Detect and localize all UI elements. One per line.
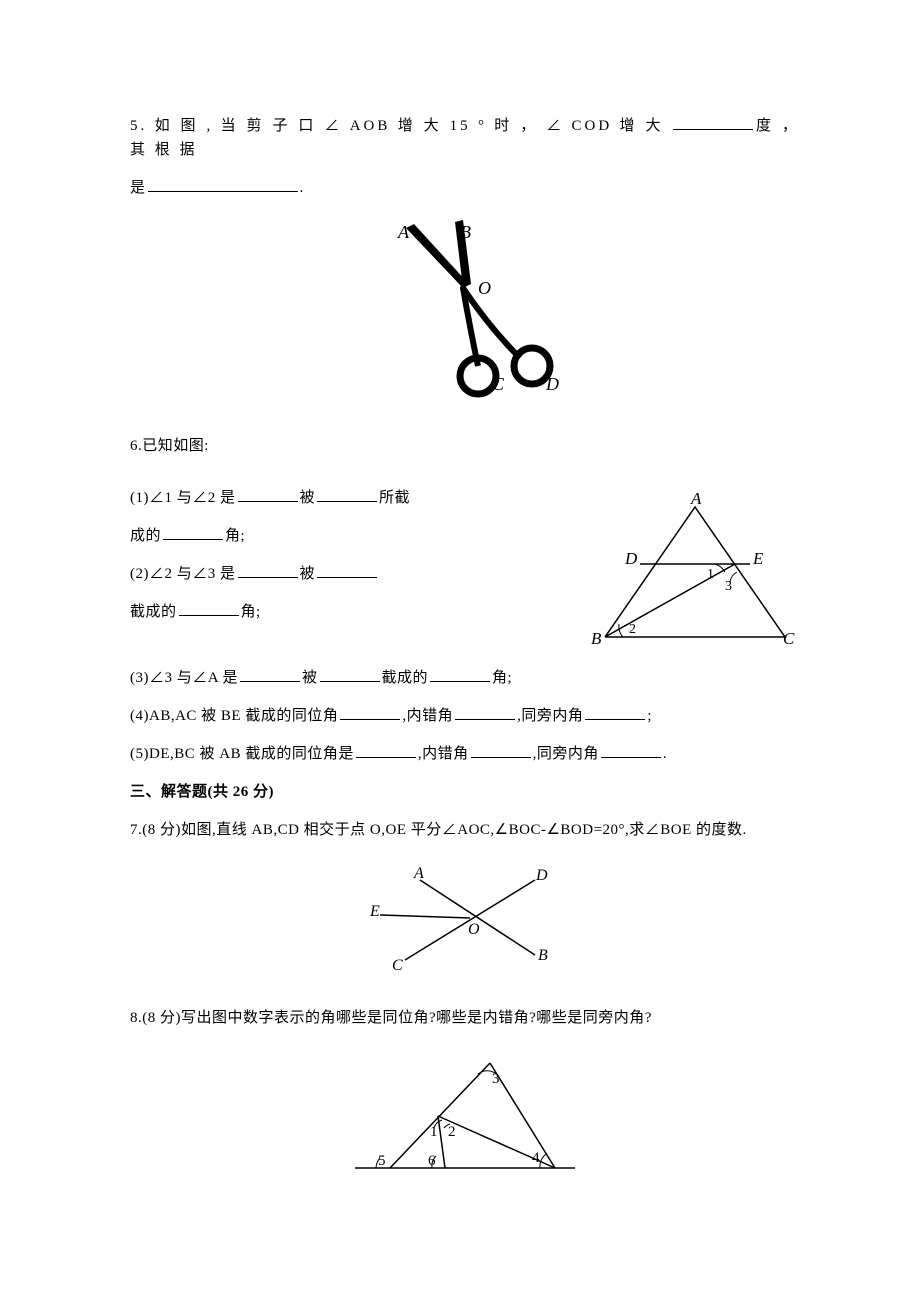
q6-p6: (4)AB,AC 被 BE 截成的同位角 ,内错角 ,同旁内角; <box>130 704 800 728</box>
q6-blank-7b <box>471 742 531 758</box>
lbl-2: 2 <box>629 622 636 637</box>
q6-blank-6a <box>340 704 400 720</box>
q6-p4-a: 截成的 <box>130 604 177 620</box>
q6-p4: 截成的 角; <box>130 600 550 624</box>
q8-6: 6 <box>428 1153 436 1169</box>
q6-leftcol: (1)∠1 与∠2 是被所截 成的角; (2)∠2 与∠3 是被 截成的角; <box>130 472 550 638</box>
lbl-A: A <box>690 492 702 508</box>
q6-p2-b: 角; <box>225 528 245 544</box>
q6-blank-2 <box>163 524 223 540</box>
q7-B: B <box>538 947 548 964</box>
q6-blank-6c <box>585 704 645 720</box>
q6-p7-a: (5)DE,BC 被 AB 截成的同位角是 <box>130 746 354 762</box>
label-D: D <box>545 374 559 394</box>
q5-figure: A B O C D <box>130 218 800 416</box>
q6-blank-3b <box>317 562 377 578</box>
lbl-3: 3 <box>725 579 732 594</box>
label-C: C <box>492 374 505 394</box>
q7-figure: A B C D E O <box>130 860 800 988</box>
q6-p5-c: 截成的 <box>382 670 429 686</box>
q7-E: E <box>369 903 380 920</box>
q7-text: 7.(8 分)如图,直线 AB,CD 相交于点 O,OE 平分∠AOC,∠BOC… <box>130 818 800 842</box>
q6-blank-1a <box>238 486 298 502</box>
q6-p3-b: 被 <box>300 566 316 582</box>
q6-blank-3a <box>238 562 298 578</box>
q6-row: (1)∠1 与∠2 是被所截 成的角; (2)∠2 与∠3 是被 截成的角; A <box>130 472 800 652</box>
q5-blank-1 <box>673 114 753 130</box>
q8-4: 4 <box>532 1150 540 1166</box>
q6-p1: (1)∠1 与∠2 是 被 所截 <box>130 486 550 510</box>
q6-blank-5c <box>430 666 490 682</box>
q8-svg: 3 1 2 4 5 6 <box>350 1048 580 1188</box>
q6-blank-1b <box>317 486 377 502</box>
q7-D: D <box>535 867 548 884</box>
q6-blank-7c <box>601 742 661 758</box>
q6-blank-5b <box>320 666 380 682</box>
q6-p2-a: 成的 <box>130 528 161 544</box>
q6-p7-d: . <box>663 746 667 762</box>
q8-2: 2 <box>448 1124 456 1140</box>
lbl-C: C <box>783 629 795 648</box>
q6-p7-c: ,同旁内角 <box>533 746 599 762</box>
triangle-svg: A B C D E 1 2 3 <box>585 492 795 652</box>
q6-blank-5a <box>240 666 300 682</box>
section-3-heading: 三、解答题(共 26 分) <box>130 780 800 804</box>
label-A: A <box>397 222 410 242</box>
scissors-svg: A B O C D <box>360 218 570 408</box>
q5-line2: 是. <box>130 176 800 200</box>
lbl-D: D <box>624 549 638 568</box>
q7-svg: A B C D E O <box>360 860 570 980</box>
q6-figure: A B C D E 1 2 3 <box>580 472 800 652</box>
q6-blank-4 <box>179 600 239 616</box>
q8-text: 8.(8 分)写出图中数字表示的角哪些是同位角?哪些是内错角?哪些是同旁内角? <box>130 1006 800 1030</box>
q6-p5: (3)∠3 与∠A 是 被 截成的 角; <box>130 666 800 690</box>
q6-p5-b: 被 <box>302 670 318 686</box>
lbl-E: E <box>752 549 764 568</box>
q6-p6-c: ,同旁内角 <box>517 708 583 724</box>
q6-p5-d: 角; <box>492 670 512 686</box>
q7-C: C <box>392 957 403 974</box>
q5-text-c: 是 <box>130 180 146 196</box>
q6-p1-c: 所截 <box>379 490 410 506</box>
q5-line1: 5. 如 图 , 当 剪 子 口 ∠ AOB 增 大 15 ° 时 ， ∠ CO… <box>130 114 800 162</box>
q6-p3-a: (2)∠2 与∠3 是 <box>130 566 236 582</box>
q7-A: A <box>413 865 424 882</box>
q5-text-d: . <box>300 180 304 196</box>
q6-p3: (2)∠2 与∠3 是 被 <box>130 562 550 586</box>
q6-p1-a: (1)∠1 与∠2 是 <box>130 490 236 506</box>
q6-p6-b: ,内错角 <box>402 708 453 724</box>
q5-text-a: 5. 如 图 , 当 剪 子 口 ∠ AOB 增 大 15 ° 时 ， ∠ CO… <box>130 118 671 134</box>
q6-p1-b: 被 <box>300 490 316 506</box>
q6-blank-6b <box>455 704 515 720</box>
q6-blank-7a <box>356 742 416 758</box>
q6-p4-b: 角; <box>241 604 261 620</box>
q8-figure: 3 1 2 4 5 6 <box>130 1048 800 1196</box>
q7-O: O <box>468 921 480 938</box>
lbl-1: 1 <box>707 567 714 582</box>
q8-5: 5 <box>378 1153 386 1169</box>
q5-blank-2 <box>148 176 298 192</box>
q6-head: 6.已知如图: <box>130 434 800 458</box>
q6-p2: 成的 角; <box>130 524 550 548</box>
q8-1: 1 <box>430 1124 438 1140</box>
q6-p6-d: ; <box>647 708 652 724</box>
q6-p7: (5)DE,BC 被 AB 截成的同位角是 ,内错角 ,同旁内角. <box>130 742 800 766</box>
q6-p5-a: (3)∠3 与∠A 是 <box>130 670 238 686</box>
label-O: O <box>478 278 491 298</box>
q8-3: 3 <box>492 1071 500 1087</box>
q6-p7-b: ,内错角 <box>418 746 469 762</box>
q6-p6-a: (4)AB,AC 被 BE 截成的同位角 <box>130 708 338 724</box>
lbl-B: B <box>591 629 602 648</box>
label-B: B <box>460 222 471 242</box>
